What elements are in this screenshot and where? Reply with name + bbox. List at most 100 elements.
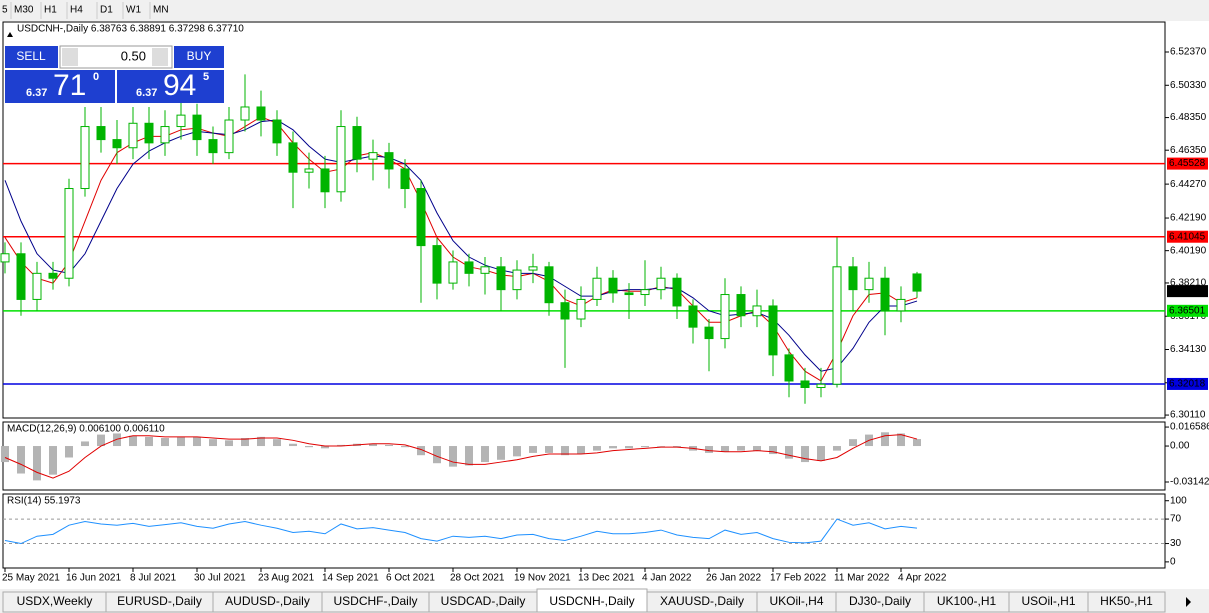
toolbar (0, 0, 1209, 21)
x-tick-label: 17 Feb 2022 (770, 573, 827, 584)
timeframe-button[interactable]: 5 (2, 5, 8, 16)
macd-bar (641, 446, 649, 448)
timeframe-button[interactable]: M30 (14, 5, 34, 16)
lot-up[interactable] (152, 48, 168, 66)
macd-bar (609, 446, 617, 449)
lot-input[interactable] (59, 45, 173, 69)
buy-price-box[interactable] (117, 70, 224, 103)
y-tick-label: 6.40190 (1170, 245, 1207, 256)
macd-signal (4, 434, 918, 479)
macd-bar (209, 439, 217, 447)
candle-body (176, 114, 186, 128)
candle-body (912, 273, 922, 292)
sell-button[interactable] (5, 46, 58, 68)
candle-body (336, 126, 346, 193)
panel-title: USDCNH-,Daily 6.38763 6.38891 6.37298 6.… (17, 24, 244, 35)
panel-title: RSI(14) 55.1973 (7, 496, 81, 507)
x-tick-label: 26 Jan 2022 (706, 573, 761, 584)
candle-body (736, 294, 746, 317)
title-arrow (7, 32, 13, 37)
y-tick-label: 30 (1170, 538, 1182, 549)
macd-bar (849, 439, 857, 447)
buy-price-big: 6.37 (136, 87, 157, 99)
candle-body (384, 152, 394, 170)
macd-bar (769, 446, 777, 455)
macd-bar (753, 446, 761, 451)
y-tick-label: 100 (1170, 495, 1187, 506)
macd-bar (545, 446, 553, 453)
macd-bar (817, 446, 825, 461)
timeframe-button[interactable]: D1 (100, 5, 113, 16)
sell-price-main: 71 (53, 69, 86, 102)
timeframe-button[interactable]: MN (153, 5, 169, 16)
lot-down[interactable] (62, 48, 78, 66)
candle-body (272, 119, 282, 144)
candle-body (48, 272, 58, 279)
buy-price-main: 94 (163, 69, 196, 102)
y-tick-label: 6.52370 (1170, 47, 1207, 58)
candle-body (720, 294, 730, 340)
y-tick-label: 6.44270 (1170, 179, 1207, 190)
macd-bar (561, 446, 569, 456)
tab-label: UKOil-,H4 (769, 594, 823, 608)
x-tick-label: 19 Nov 2021 (514, 573, 571, 584)
candle-body (560, 302, 570, 320)
candle-body (816, 383, 826, 389)
macd-bar (433, 446, 441, 464)
moving-average (4, 119, 918, 372)
candle-body (32, 272, 42, 300)
candle-body (224, 119, 234, 154)
macd-bar (401, 446, 409, 448)
candle-body (80, 126, 90, 190)
macd-bar (705, 446, 713, 453)
tab-scroll-right[interactable] (1186, 597, 1191, 607)
macd-bar (257, 436, 265, 447)
candle-body (528, 266, 538, 271)
tab-label: EURUSD-,Daily (117, 594, 202, 608)
candle-body (688, 305, 698, 328)
y-tick-label: 6.42190 (1170, 213, 1207, 224)
candle-body (480, 266, 490, 274)
y-tick-label: 6.30110 (1170, 410, 1206, 421)
candle-body (752, 305, 762, 317)
macd-bar (465, 446, 473, 466)
macd-bar (721, 446, 729, 452)
macd-bar (417, 446, 425, 456)
macd-bar (833, 446, 841, 451)
timeframe-button[interactable]: H4 (70, 5, 83, 16)
candle-body (672, 277, 682, 307)
tab-label: USDCAD-,Daily (441, 594, 526, 608)
sell-price-sup: 0 (93, 71, 99, 83)
y-tick-label: 70 (1170, 514, 1182, 525)
tab-label: HK50-,H1 (1100, 594, 1153, 608)
candle-body (896, 298, 906, 312)
trade-panel: SELL 0.50 BUY 6.37 71 0 6.37 94 5 (5, 45, 224, 103)
x-tick-label: 13 Dec 2021 (578, 573, 635, 584)
candle-body (704, 326, 714, 340)
sell-price-box[interactable] (5, 70, 115, 103)
macd-bar (737, 446, 745, 451)
tab[interactable] (1087, 591, 1166, 613)
macd-bar (305, 446, 313, 448)
candle-body (288, 142, 298, 173)
candle-body (832, 266, 842, 385)
tab-label: UK100-,H1 (937, 594, 997, 608)
macd-bar (241, 438, 249, 447)
candle-body (112, 139, 122, 149)
candle-body (608, 277, 618, 294)
macd-bar (593, 446, 601, 451)
x-tick-label: 16 Jun 2021 (66, 573, 121, 584)
panel-frame (2, 21, 1166, 419)
macd-bar (513, 446, 521, 457)
candle-body (64, 188, 74, 279)
buy-button[interactable] (174, 46, 224, 68)
timeframe-button[interactable]: H1 (44, 5, 57, 16)
candle-body (880, 277, 890, 312)
tab-label: XAUUSD-,Daily (660, 594, 744, 608)
tab-label: USDCHF-,Daily (334, 594, 418, 608)
last-price-tag (1167, 285, 1208, 298)
timeframe-button[interactable]: W1 (126, 5, 141, 16)
y-tick-label: 6.38210 (1170, 278, 1207, 289)
macd-bar (785, 446, 793, 459)
macd-bar (273, 439, 281, 447)
